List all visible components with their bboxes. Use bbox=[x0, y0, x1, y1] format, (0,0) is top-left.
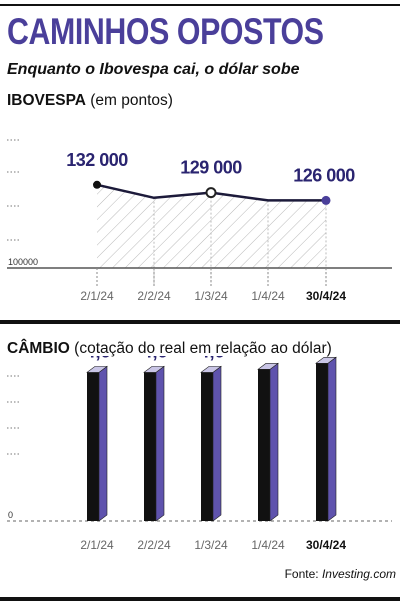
ibovespa-title: IBOVESPA bbox=[7, 92, 86, 109]
bar-front-0 bbox=[87, 372, 99, 521]
section-divider bbox=[0, 320, 400, 324]
bar-side-2 bbox=[212, 365, 222, 522]
bar-category-label-0: 2/1/24 bbox=[80, 538, 114, 552]
bar-value-label-0: 4,9 bbox=[85, 356, 111, 362]
bar-value-label-2: 4,9 bbox=[199, 356, 225, 362]
bottom-rule bbox=[0, 597, 400, 601]
cambio-bar-chart: 04,92/1/244,92/2/244,91/3/2451/4/245,230… bbox=[7, 356, 392, 552]
bar-front-4 bbox=[316, 363, 328, 521]
bar-side-1 bbox=[155, 365, 165, 522]
ibovespa-unit: (em pontos) bbox=[90, 92, 173, 109]
subtitle: Enquanto o Ibovespa cai, o dólar sobe bbox=[7, 61, 300, 78]
bar-top-2 bbox=[200, 366, 222, 373]
headline: CAMINHOS OPOSTOS bbox=[7, 11, 324, 52]
bar-side-0 bbox=[98, 365, 108, 522]
point-4 bbox=[321, 195, 331, 205]
bar-side-4 bbox=[327, 356, 337, 522]
data-label-2: 126 000 bbox=[293, 165, 355, 185]
ibovespa-line-chart: 100000 2/1/24 2/2/24 1/3/24 1/4/24 30/4/24 132… bbox=[7, 139, 392, 303]
point-0 bbox=[93, 180, 101, 189]
bar-top-3 bbox=[257, 363, 279, 370]
point-2 bbox=[205, 187, 217, 199]
cambio-title: CÂMBIO bbox=[7, 340, 70, 357]
bar-value-label-3: 5 bbox=[264, 356, 275, 359]
ibovespa-section-label: IBOVESPA (em pontos) bbox=[7, 91, 173, 111]
bar-front-1 bbox=[144, 372, 156, 521]
bar-side-3 bbox=[269, 362, 279, 522]
data-label-1: 129 000 bbox=[180, 158, 242, 178]
cambio-section-label: CÂMBIO (cotação do real em relação ao dó… bbox=[7, 339, 332, 359]
bar-category-label-1: 2/2/24 bbox=[137, 538, 171, 552]
source-note: Fonte: Investing.com bbox=[285, 567, 396, 581]
bar-value-label-1: 4,9 bbox=[142, 356, 168, 362]
bar-category-label-3: 1/4/24 bbox=[251, 538, 285, 552]
x-tick-label-4: 30/4/24 bbox=[306, 289, 346, 303]
x-tick-label-0: 2/1/24 bbox=[80, 289, 114, 303]
x-tick-label-1: 2/2/24 bbox=[137, 289, 171, 303]
x-tick-label-2: 1/3/24 bbox=[194, 289, 228, 303]
bar-top-1 bbox=[143, 366, 165, 373]
bar-top-4 bbox=[315, 356, 337, 364]
bar-front-3 bbox=[258, 369, 270, 521]
bar-y-tick-label-0: 0 bbox=[8, 510, 13, 520]
source-label: Fonte: bbox=[284, 567, 319, 581]
source-name: Investing.com bbox=[321, 567, 396, 581]
top-rule bbox=[0, 4, 400, 6]
x-tick-label-3: 1/4/24 bbox=[251, 289, 285, 303]
bar-category-label-4: 30/4/24 bbox=[306, 538, 346, 552]
bar-category-label-2: 1/3/24 bbox=[194, 538, 228, 552]
y-tick-label-0: 100000 bbox=[8, 257, 38, 267]
cambio-unit: (cotação do real em relação ao dólar) bbox=[74, 340, 332, 357]
bar-front-2 bbox=[201, 372, 213, 521]
bar-top-0 bbox=[86, 366, 108, 373]
data-label-0: 132 000 bbox=[66, 150, 128, 170]
